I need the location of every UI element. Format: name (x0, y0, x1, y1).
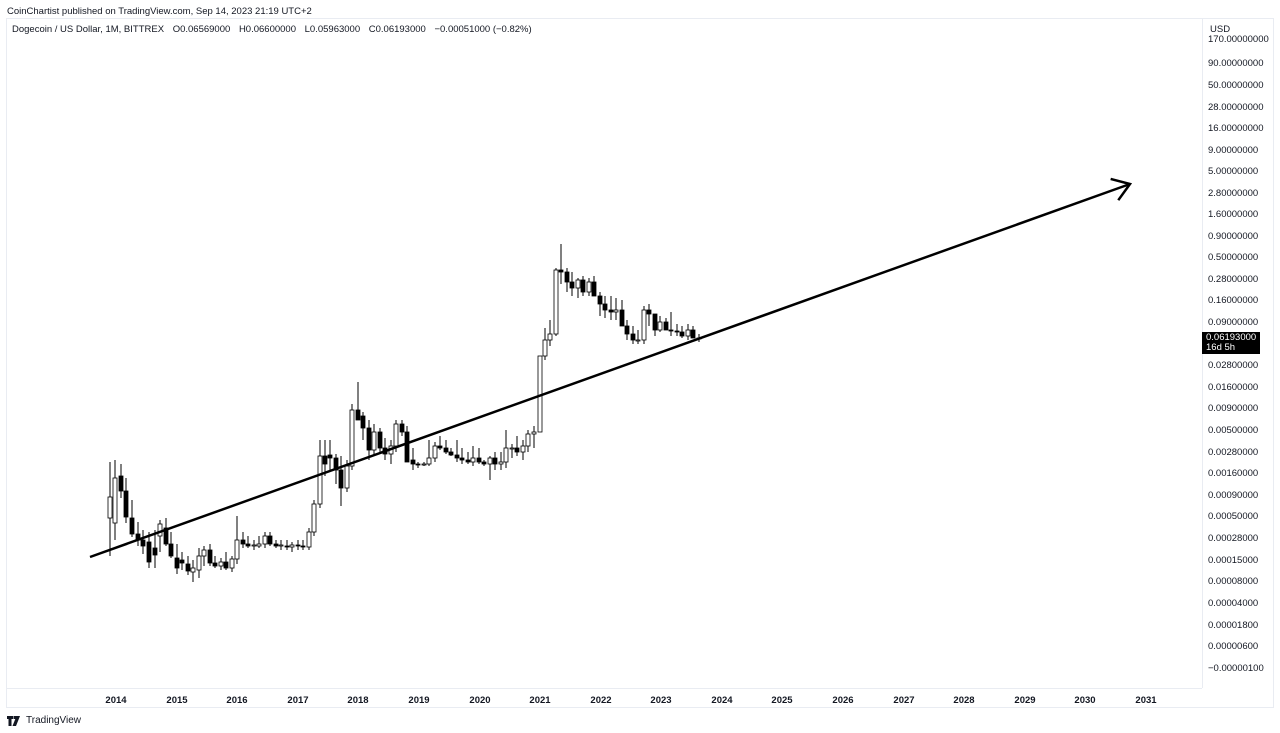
time-tick-label: 2026 (832, 695, 854, 706)
price-tick-label: 1.60000000 (1208, 209, 1259, 220)
ohlc-open: O0.06569000 (172, 24, 231, 35)
time-tick-label: 2029 (1014, 695, 1036, 706)
price-plot[interactable] (0, 0, 1202, 688)
bar-countdown: 16d 5h (1206, 342, 1236, 353)
price-tick-label: 0.00001800 (1208, 620, 1259, 631)
symbol-title[interactable]: Dogecoin / US Dollar, 1M, BITTREX (12, 24, 165, 35)
tradingview-logo-icon (7, 715, 20, 726)
price-tick-label: 170.00000000 (1208, 34, 1269, 45)
time-axis[interactable] (6, 688, 1202, 708)
price-tick-label: 50.00000000 (1208, 80, 1264, 91)
price-tick-label: 0.00900000 (1208, 403, 1259, 414)
last-price-value: 0.06193000 (1206, 332, 1257, 343)
time-tick-label: 2027 (893, 695, 915, 706)
price-tick-label: 0.01600000 (1208, 382, 1259, 393)
price-tick-label: 16.00000000 (1208, 123, 1264, 134)
ohlc-low: L0.05963000 (304, 24, 361, 35)
price-tick-label: 0.00000600 (1208, 641, 1259, 652)
arrowhead-icon (1110, 177, 1133, 201)
time-tick-label: 2025 (771, 695, 793, 706)
ohlc-high: H0.06600000 (238, 24, 296, 35)
price-tick-label: 0.02800000 (1208, 360, 1259, 371)
price-tick-label: 0.00500000 (1208, 425, 1259, 436)
price-tick-label: 0.09000000 (1208, 317, 1259, 328)
price-tick-label: 9.00000000 (1208, 145, 1259, 156)
price-tick-label: 0.50000000 (1208, 252, 1259, 263)
price-tick-label: 0.00160000 (1208, 468, 1259, 479)
time-tick-label: 2022 (590, 695, 612, 706)
chart-frame (6, 18, 1274, 708)
publisher-line: CoinChartist published on TradingView.co… (7, 6, 312, 17)
time-tick-label: 2018 (347, 695, 369, 706)
price-tick-label: 0.90000000 (1208, 231, 1259, 242)
time-tick-label: 2021 (529, 695, 551, 706)
time-tick-label: 2015 (166, 695, 188, 706)
price-tick-label: 0.00050000 (1208, 511, 1259, 522)
time-tick-label: 2031 (1135, 695, 1157, 706)
ohlc-close: C0.06193000 (368, 24, 426, 35)
time-tick-label: 2019 (408, 695, 430, 706)
price-tick-label: 90.00000000 (1208, 58, 1264, 69)
currency-label: USD (1210, 24, 1231, 35)
price-tick-label: 5.00000000 (1208, 166, 1259, 177)
price-tick-label: 0.00280000 (1208, 447, 1259, 458)
price-tick-label: 0.16000000 (1208, 295, 1259, 306)
ohlc-change: −0.00051000 (−0.82%) (434, 24, 532, 35)
trendline-arrow[interactable] (89, 177, 1133, 559)
last-price-label: 0.06193000 16d 5h (1202, 332, 1260, 354)
price-tick-label: 0.00090000 (1208, 490, 1259, 501)
time-tick-label: 2024 (711, 695, 733, 706)
price-tick-label: 2.80000000 (1208, 188, 1259, 199)
price-tick-label: 28.00000000 (1208, 102, 1264, 113)
price-tick-label: 0.00004000 (1208, 598, 1259, 609)
candlestick-series (107, 244, 702, 582)
price-tick-label: 0.00028000 (1208, 533, 1259, 544)
time-tick-label: 2017 (287, 695, 309, 706)
time-tick-label: 2023 (650, 695, 672, 706)
tradingview-brand[interactable]: TradingView (7, 715, 81, 726)
price-tick-label: 0.28000000 (1208, 274, 1259, 285)
time-tick-label: 2020 (469, 695, 491, 706)
price-tick-label: 0.00008000 (1208, 576, 1259, 587)
time-tick-label: 2014 (105, 695, 127, 706)
time-tick-label: 2030 (1074, 695, 1096, 706)
time-tick-label: 2016 (226, 695, 248, 706)
price-tick-label: −0.00000100 (1208, 663, 1264, 674)
brand-name: TradingView (26, 715, 82, 726)
time-tick-label: 2028 (953, 695, 975, 706)
price-tick-label: 0.00015000 (1208, 555, 1259, 566)
symbol-legend: Dogecoin / US Dollar, 1M, BITTREX O0.065… (12, 24, 538, 35)
